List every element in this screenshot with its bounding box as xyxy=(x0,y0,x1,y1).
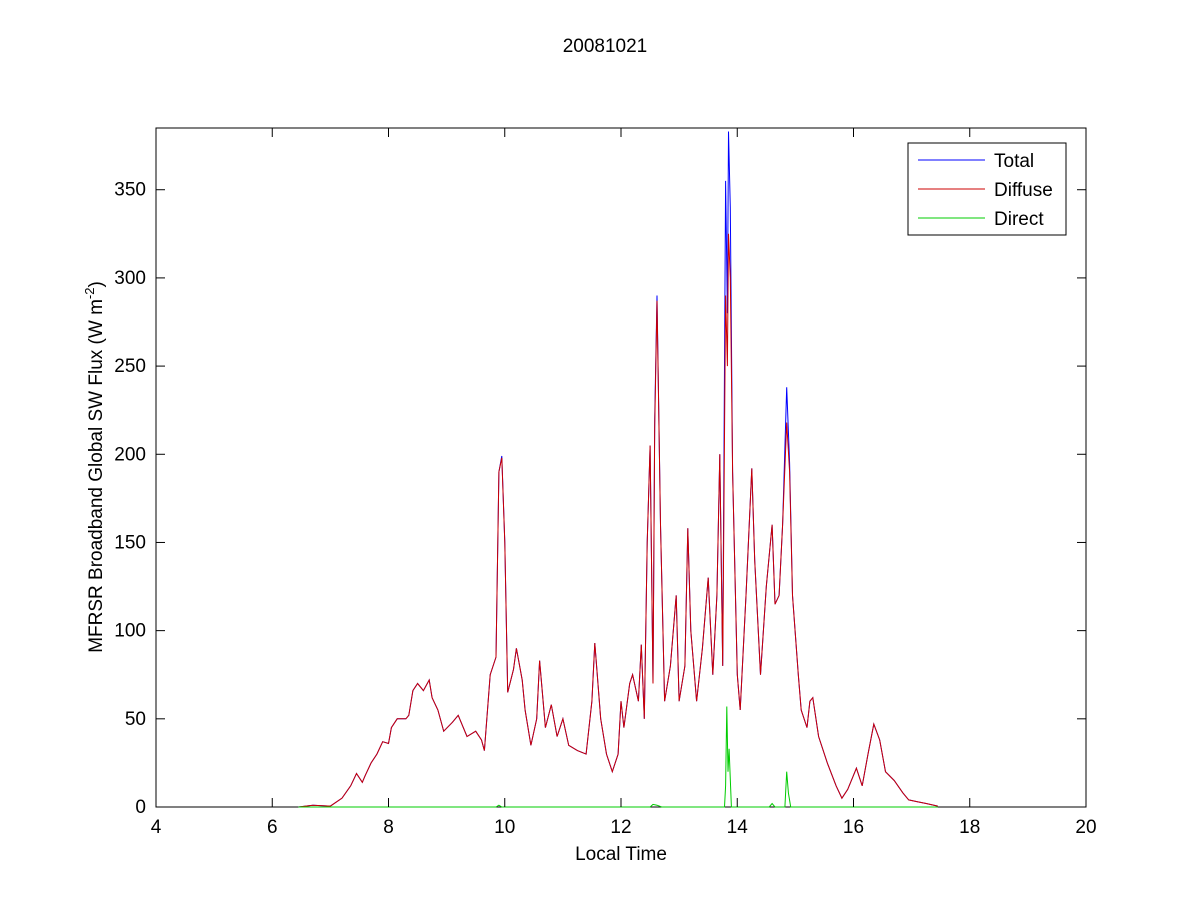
chart-title: 20081021 xyxy=(563,36,648,57)
series-line-diffuse xyxy=(298,233,938,808)
series-layer xyxy=(298,131,938,808)
x-tick-label: 8 xyxy=(383,817,394,838)
y-axis-label-close: ) xyxy=(86,281,107,287)
x-tick-label: 16 xyxy=(843,817,864,838)
legend-label-diffuse: Diffuse xyxy=(994,180,1053,201)
x-tick-label: 12 xyxy=(610,817,631,838)
y-axis: 0 50 100 150 200 250 300 350 xyxy=(114,180,1086,818)
y-axis-label-main: MFRSR Broadband Global SW Flux (W m xyxy=(86,299,107,653)
plot-area xyxy=(155,127,1087,808)
x-tick-label: 18 xyxy=(959,817,980,838)
x-tick-label: 6 xyxy=(267,817,278,838)
y-tick-label: 0 xyxy=(135,797,146,818)
legend-label-total: Total xyxy=(994,151,1034,172)
y-tick-label: 250 xyxy=(114,356,146,377)
y-tick-label: 150 xyxy=(114,532,146,553)
x-tick-label: 4 xyxy=(151,817,162,838)
x-axis: 4 6 8 10 12 14 16 18 20 xyxy=(151,128,1097,838)
y-tick-label: 200 xyxy=(114,444,146,465)
x-axis-label: Local Time xyxy=(575,844,667,865)
y-tick-label: 350 xyxy=(114,180,146,201)
y-tick-label: 300 xyxy=(114,268,146,289)
x-tick-label: 10 xyxy=(494,817,515,838)
y-axis-label: MFRSR Broadband Global SW Flux (W m-2) xyxy=(82,281,107,653)
legend: Total Diffuse Direct xyxy=(907,142,1067,236)
y-axis-label-superscript: -2 xyxy=(82,288,97,300)
legend-items: Total Diffuse Direct xyxy=(918,151,1053,230)
plot-frame xyxy=(155,127,1087,808)
x-tick-label: 14 xyxy=(727,817,749,838)
y-tick-label: 100 xyxy=(114,621,146,642)
y-tick-label: 50 xyxy=(125,709,146,730)
legend-label-direct: Direct xyxy=(994,209,1044,230)
series-line-direct xyxy=(298,706,938,808)
x-tick-label: 20 xyxy=(1075,817,1096,838)
